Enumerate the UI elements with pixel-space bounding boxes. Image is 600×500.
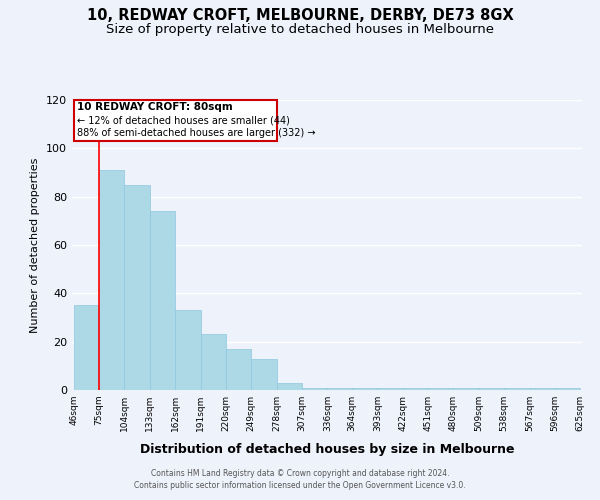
Bar: [504, 388, 530, 390]
Bar: [150, 211, 175, 390]
Bar: [479, 388, 504, 390]
Bar: [251, 358, 277, 390]
Text: Distribution of detached houses by size in Melbourne: Distribution of detached houses by size …: [140, 442, 514, 456]
Text: ← 12% of detached houses are smaller (44): ← 12% of detached houses are smaller (44…: [77, 116, 290, 126]
Bar: [74, 306, 99, 390]
Bar: [328, 388, 352, 390]
Text: 10 REDWAY CROFT: 80sqm: 10 REDWAY CROFT: 80sqm: [77, 102, 233, 113]
Bar: [175, 310, 200, 390]
Bar: [454, 388, 479, 390]
Text: Size of property relative to detached houses in Melbourne: Size of property relative to detached ho…: [106, 22, 494, 36]
FancyBboxPatch shape: [74, 100, 277, 141]
Bar: [99, 170, 124, 390]
Bar: [530, 388, 555, 390]
Bar: [403, 388, 428, 390]
Text: Contains HM Land Registry data © Crown copyright and database right 2024.: Contains HM Land Registry data © Crown c…: [151, 468, 449, 477]
Text: 10, REDWAY CROFT, MELBOURNE, DERBY, DE73 8GX: 10, REDWAY CROFT, MELBOURNE, DERBY, DE73…: [86, 8, 514, 22]
Bar: [200, 334, 226, 390]
Bar: [277, 383, 302, 390]
Text: Contains public sector information licensed under the Open Government Licence v3: Contains public sector information licen…: [134, 481, 466, 490]
Bar: [555, 388, 580, 390]
Text: 88% of semi-detached houses are larger (332) →: 88% of semi-detached houses are larger (…: [77, 128, 316, 138]
Bar: [352, 388, 377, 390]
Bar: [226, 349, 251, 390]
Bar: [302, 388, 328, 390]
Bar: [428, 388, 454, 390]
Bar: [377, 388, 403, 390]
Bar: [124, 184, 150, 390]
Y-axis label: Number of detached properties: Number of detached properties: [31, 158, 40, 332]
